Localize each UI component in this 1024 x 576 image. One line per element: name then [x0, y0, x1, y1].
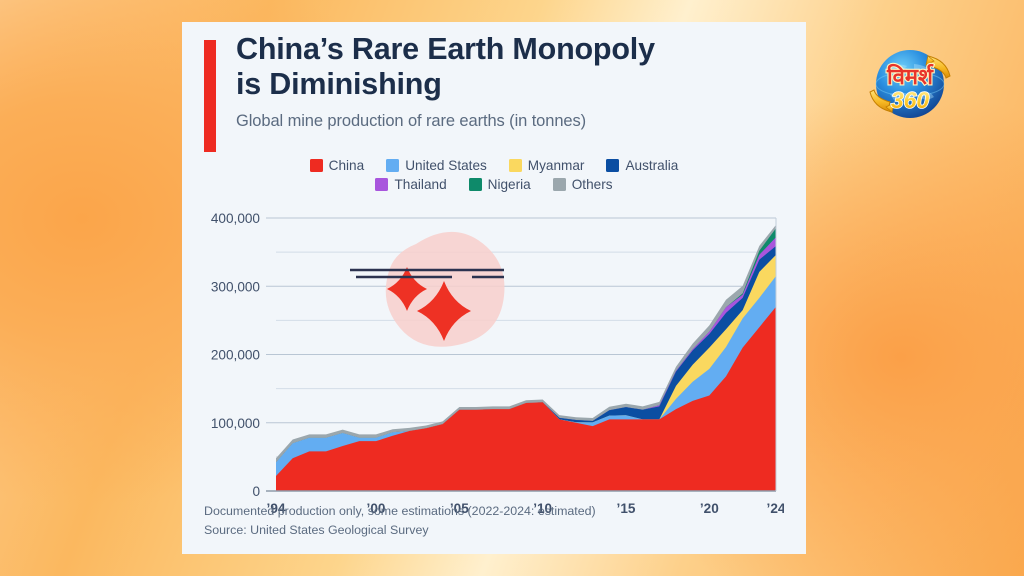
legend-label-myanmar: Myanmar	[527, 158, 585, 173]
x-axis-tick-label: ’00	[367, 501, 386, 516]
page-title: China’s Rare Earth Monopoly is Diminishi…	[236, 32, 774, 103]
legend-item-united-states[interactable]: United States	[386, 158, 487, 173]
legend-item-nigeria[interactable]: Nigeria	[468, 177, 531, 192]
legend-label-nigeria: Nigeria	[487, 177, 531, 192]
watermark	[385, 231, 505, 347]
legend-swatch-myanmar	[508, 159, 522, 172]
footnote-note: Documented production only, some estimat…	[204, 503, 596, 518]
x-axis-tick-label: ’05	[450, 501, 469, 516]
legend-swatch-thailand	[375, 178, 389, 191]
legend-row-2: Thailand Nigeria Others	[204, 177, 784, 192]
legend-label-others: Others	[571, 177, 613, 192]
infographic-card: China’s Rare Earth Monopoly is Diminishi…	[182, 22, 806, 554]
chart-svg: 0 100,000 200,000 300,000 400,000 ’94 ’00 ’05 ’1…	[211, 211, 784, 516]
legend-item-others[interactable]: Others	[552, 177, 613, 192]
x-axis-tick-label: ’24	[767, 501, 784, 516]
y-axis-tick-label: 0	[252, 484, 260, 499]
vimarsh-360-logo: विमर्श 360	[852, 36, 968, 132]
title-line-2: is Diminishing	[236, 67, 442, 102]
title-accent-bar	[204, 40, 216, 152]
x-axis-tick-label: ’10	[533, 501, 552, 516]
chart-footnotes: Documented production only, some estimat…	[204, 502, 596, 540]
area-series-china	[276, 306, 776, 491]
footnote-source: Source: United States Geological Survey	[204, 522, 429, 537]
chart-subtitle: Global mine production of rare earths (i…	[236, 111, 587, 130]
legend-item-thailand[interactable]: Thailand	[375, 177, 447, 192]
legend-swatch-others	[552, 178, 566, 191]
stacked-area-chart: 0 100,000 200,000 300,000 400,000 ’94 ’00 ’05 ’1…	[204, 208, 784, 526]
legend-swatch-united-states	[386, 159, 400, 172]
logo-text-360: 360	[891, 87, 930, 113]
x-axis-tick-label: ’15	[617, 501, 636, 516]
chart-header: China’s Rare Earth Monopoly is Diminishi…	[204, 32, 774, 152]
y-axis-tick-label: 400,000	[211, 211, 261, 226]
legend-item-australia[interactable]: Australia	[606, 158, 678, 173]
legend-label-thailand: Thailand	[394, 177, 447, 192]
legend-row-1: China United States Myanmar Australia	[204, 158, 784, 173]
legend-item-china[interactable]: China	[309, 158, 365, 173]
chart-legend: China United States Myanmar Australia	[204, 158, 784, 192]
title-line-1: China’s Rare Earth Monopoly	[236, 32, 655, 66]
y-axis-tick-label: 100,000	[211, 416, 261, 431]
x-axis-tick-label: ’20	[700, 501, 719, 516]
globe-icon	[876, 50, 944, 118]
legend-swatch-china	[309, 159, 323, 172]
legend-label-united-states: United States	[405, 158, 487, 173]
x-axis-tick-label: ’94	[267, 501, 286, 516]
y-axis-tick-label: 300,000	[211, 279, 261, 294]
y-axis-tick-label: 200,000	[211, 348, 261, 363]
legend-label-china: China	[328, 158, 365, 173]
legend-swatch-nigeria	[468, 178, 482, 191]
legend-swatch-australia	[606, 159, 620, 172]
legend-item-myanmar[interactable]: Myanmar	[508, 158, 585, 173]
legend-label-australia: Australia	[625, 158, 679, 173]
logo-text-devanagari: विमर्श	[886, 63, 934, 90]
